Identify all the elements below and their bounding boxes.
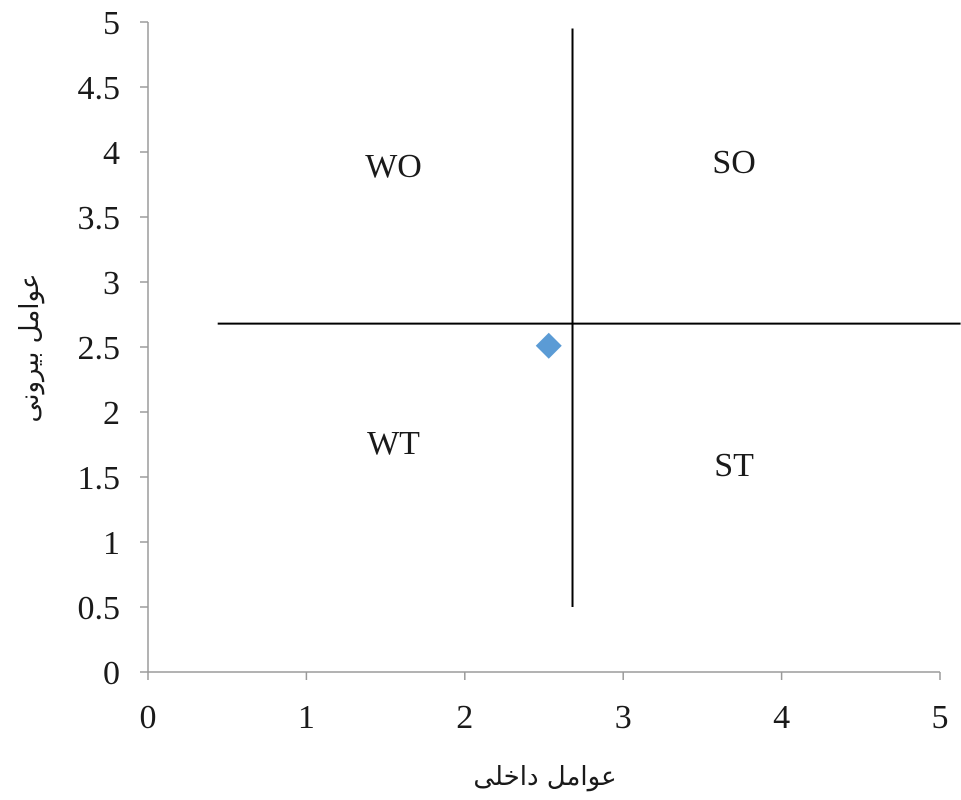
x-tick-label: 3 (615, 699, 632, 736)
y-tick-label: 1.5 (78, 460, 121, 497)
y-tick-label: 3 (103, 265, 120, 302)
quadrant-label-st: ST (714, 447, 754, 484)
y-axis-title: عوامل بیرونی (15, 274, 45, 423)
x-tick-label: 0 (140, 699, 157, 736)
x-tick-label: 4 (773, 699, 790, 736)
y-tick-label: 0.5 (78, 590, 121, 627)
quadrant-label-so: SO (712, 144, 755, 181)
x-axis-title: عوامل داخلی (473, 762, 616, 792)
y-tick-label: 5 (103, 5, 120, 42)
y-tick-label: 0 (103, 655, 120, 692)
y-tick-label: 1 (103, 525, 120, 562)
quadrant-label-wo: WO (365, 148, 422, 185)
x-tick-label: 2 (456, 699, 473, 736)
y-tick-label: 2.5 (78, 330, 121, 367)
x-tick-label: 5 (932, 699, 949, 736)
data-point-marker (535, 332, 562, 359)
x-tick-label: 1 (298, 699, 315, 736)
y-tick-label: 4.5 (78, 70, 121, 107)
quadrant-label-wt: WT (367, 425, 420, 462)
y-tick-label: 4 (103, 135, 120, 172)
y-tick-label: 2 (103, 395, 120, 432)
y-tick-label: 3.5 (78, 200, 121, 237)
